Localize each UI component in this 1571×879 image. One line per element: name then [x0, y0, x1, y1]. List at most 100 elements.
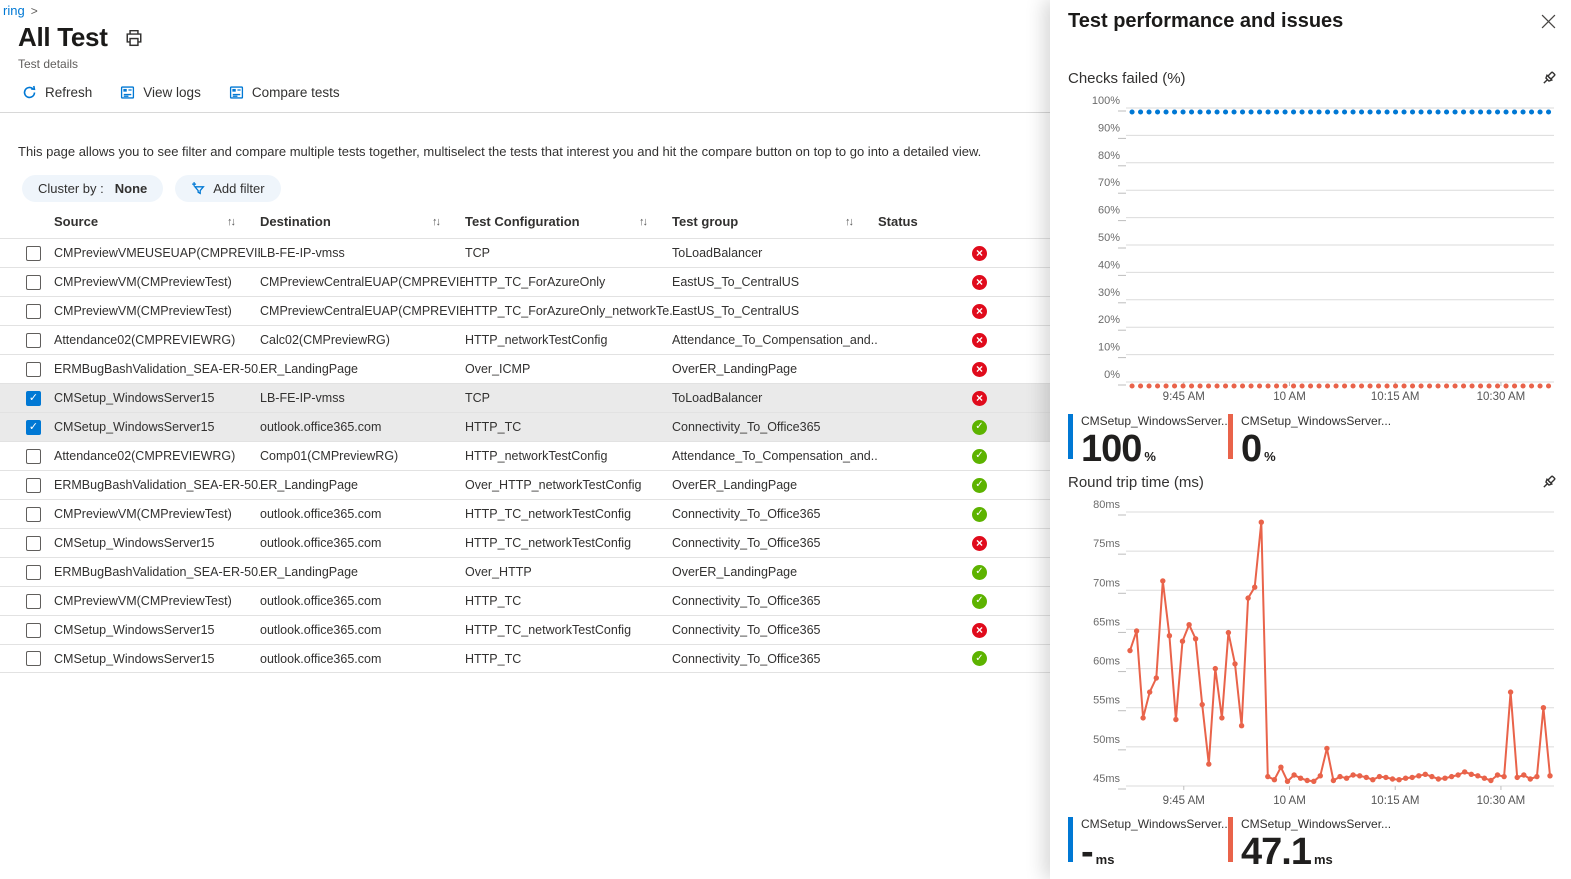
svg-text:55ms: 55ms — [1093, 695, 1120, 707]
table-row[interactable]: ✓ CMSetup_WindowsServer15 LB-FE-IP-vmss TCP… — [0, 383, 1050, 412]
view-logs-button[interactable]: View logs — [120, 85, 201, 100]
cluster-by-pill[interactable]: Cluster by : None — [22, 175, 164, 202]
cell-test-configuration: HTTP_networkTestConfig — [465, 333, 608, 347]
row-checkbox[interactable] — [26, 477, 41, 493]
page-subtitle: Test details — [18, 57, 79, 71]
chart-title-round-trip-time: Round trip time (ms) — [1068, 474, 1204, 491]
table-row[interactable]: CMPreviewVMEUSEUAP(CMPREVIE... LB-FE-IP-v… — [0, 238, 1050, 267]
cell-test-group: Connectivity_To_Office365 — [672, 507, 821, 521]
status-pass-icon: ✓ — [972, 448, 987, 464]
table-row[interactable]: ✓ CMSetup_WindowsServer15 outlook.office36… — [0, 412, 1050, 441]
svg-text:100%: 100% — [1092, 95, 1120, 107]
tests-table: Source ↑↓ Destination ↑↓ Test Configuratio… — [0, 205, 1050, 673]
legend-swatch — [1228, 414, 1233, 459]
svg-text:10 AM: 10 AM — [1273, 795, 1306, 807]
table-row[interactable]: CMSetup_WindowsServer15 outlook.office365… — [0, 528, 1050, 557]
table-row[interactable]: ERMBugBashValidation_SEA-ER-50... ER_Land… — [0, 470, 1050, 499]
cell-source: CMSetup_WindowsServer15 — [54, 391, 215, 405]
cell-destination: LB-FE-IP-vmss — [260, 391, 345, 405]
table-row[interactable]: ERMBugBashValidation_SEA-ER-50... ER_Land… — [0, 557, 1050, 586]
legend-item: CMSetup_WindowsServer... 100% — [1068, 412, 1231, 468]
svg-text:50ms: 50ms — [1093, 734, 1120, 746]
cell-test-group: Connectivity_To_Office365 — [672, 420, 821, 434]
row-checkbox[interactable] — [26, 651, 41, 666]
column-header-test-configuration[interactable]: Test Configuration ↑↓ — [465, 214, 648, 229]
legend-swatch — [1068, 414, 1073, 459]
svg-text:10 AM: 10 AM — [1273, 391, 1306, 403]
sort-icon[interactable]: ↑↓ — [639, 215, 648, 228]
cell-source: CMSetup_WindowsServer15 — [54, 651, 215, 666]
table-row[interactable]: CMPreviewVM(CMPreviewTest) outlook.office… — [0, 499, 1050, 528]
column-header-status[interactable]: Status — [878, 214, 918, 229]
main-content: ring > All Test Test details Refresh — [0, 3, 1050, 673]
row-checkbox[interactable] — [26, 274, 41, 290]
cell-test-configuration: HTTP_TC_networkTestConfig — [465, 623, 632, 637]
cell-test-configuration: HTTP_TC_networkTestConfig — [465, 507, 632, 521]
row-checkbox[interactable] — [26, 593, 41, 609]
table-row[interactable]: Attendance02(CMPREVIEWRG) Comp01(CMPrevie… — [0, 441, 1050, 470]
chevron-right-icon: > — [30, 4, 38, 18]
cell-test-configuration: HTTP_TC — [465, 651, 522, 666]
table-header: Source ↑↓ Destination ↑↓ Test Configuratio… — [0, 205, 1050, 238]
details-panel: Test performance and issues Checks faile… — [1050, 0, 1571, 879]
legend-item: CMSetup_WindowsServer... - ms — [1068, 815, 1231, 871]
table-row[interactable]: ERMBugBashValidation_SEA-ER-50... ER_Land… — [0, 354, 1050, 383]
refresh-button[interactable]: Refresh — [22, 85, 92, 100]
sort-icon[interactable]: ↑↓ — [432, 215, 441, 228]
cell-source: ERMBugBashValidation_SEA-ER-50... — [54, 565, 260, 579]
cell-test-group: EastUS_To_CentralUS — [672, 275, 800, 289]
cell-test-group: Attendance_To_Compensation_and... — [672, 449, 878, 463]
add-filter-pill[interactable]: Add filter — [175, 175, 281, 202]
row-checkbox[interactable] — [26, 245, 41, 261]
row-checkbox[interactable]: ✓ — [26, 419, 41, 435]
pin-icon[interactable] — [1540, 70, 1557, 87]
cell-source: CMPreviewVMEUSEUAP(CMPREVIE... — [54, 246, 260, 260]
row-checkbox[interactable] — [26, 303, 41, 319]
pin-icon[interactable] — [1540, 474, 1557, 491]
table-row[interactable]: CMSetup_WindowsServer15 outlook.office365… — [0, 644, 1050, 673]
toolbar: Refresh View logs Compare tests — [22, 85, 340, 100]
sort-icon[interactable]: ↑↓ — [227, 215, 236, 228]
table-row[interactable]: CMPreviewVM(CMPreviewTest) CMPreviewCentr… — [0, 267, 1050, 296]
row-checkbox[interactable] — [26, 332, 41, 348]
table-row[interactable]: CMSetup_WindowsServer15 outlook.office365… — [0, 615, 1050, 644]
cell-source: CMPreviewVM(CMPreviewTest) — [54, 275, 232, 289]
print-icon[interactable] — [125, 29, 143, 47]
checks-failed-legend: CMSetup_WindowsServer... 100% CMSetup_Wi… — [1068, 412, 1391, 468]
compare-tests-button[interactable]: Compare tests — [229, 85, 340, 100]
column-header-source[interactable]: Source ↑↓ — [54, 214, 236, 229]
row-checkbox[interactable] — [26, 506, 41, 522]
status-pass-icon: ✓ — [972, 419, 987, 435]
row-checkbox[interactable] — [26, 564, 41, 580]
cell-destination: ER_LandingPage — [260, 565, 358, 579]
cell-test-configuration: HTTP_TC_ForAzureOnly_networkTe... — [465, 304, 672, 318]
cell-source: CMSetup_WindowsServer15 — [54, 536, 215, 550]
row-checkbox[interactable] — [26, 361, 41, 377]
cell-destination: CMPreviewCentralEUAP(CMPREVIE... — [260, 275, 465, 289]
row-checkbox[interactable] — [26, 448, 41, 464]
table-row[interactable]: CMPreviewVM(CMPreviewTest) CMPreviewCentr… — [0, 296, 1050, 325]
svg-text:10%: 10% — [1098, 342, 1120, 354]
checks-failed-chart: 100% 90% 80% 70% 60% 50% 40% 30% 20% 10% 0% 9:45 AM… — [1092, 95, 1554, 403]
panel-title: Test performance and issues — [1068, 10, 1344, 32]
svg-text:80ms: 80ms — [1093, 499, 1120, 511]
table-row[interactable]: Attendance02(CMPREVIEWRG) Calc02(CMPrevie… — [0, 325, 1050, 354]
sort-icon[interactable]: ↑↓ — [845, 215, 854, 228]
close-icon[interactable] — [1538, 11, 1558, 31]
row-checkbox[interactable] — [26, 622, 41, 638]
column-header-destination[interactable]: Destination ↑↓ — [260, 214, 441, 229]
svg-text:70ms: 70ms — [1093, 577, 1120, 589]
cell-source: CMSetup_WindowsServer15 — [54, 623, 215, 637]
row-checkbox[interactable]: ✓ — [26, 390, 41, 406]
status-fail-icon: × — [972, 622, 987, 638]
cell-test-group: EastUS_To_CentralUS — [672, 304, 800, 318]
cell-test-configuration: HTTP_TC_ForAzureOnly — [465, 275, 606, 289]
row-checkbox[interactable] — [26, 535, 41, 551]
cell-test-group: Connectivity_To_Office365 — [672, 623, 821, 637]
column-header-test-group[interactable]: Test group ↑↓ — [672, 214, 854, 229]
table-row[interactable]: CMPreviewVM(CMPreviewTest) outlook.office… — [0, 586, 1050, 615]
svg-text:30%: 30% — [1098, 287, 1120, 299]
breadcrumb-link[interactable]: ring — [3, 3, 25, 18]
page-title: All Test — [18, 22, 108, 52]
legend-swatch — [1068, 817, 1073, 862]
